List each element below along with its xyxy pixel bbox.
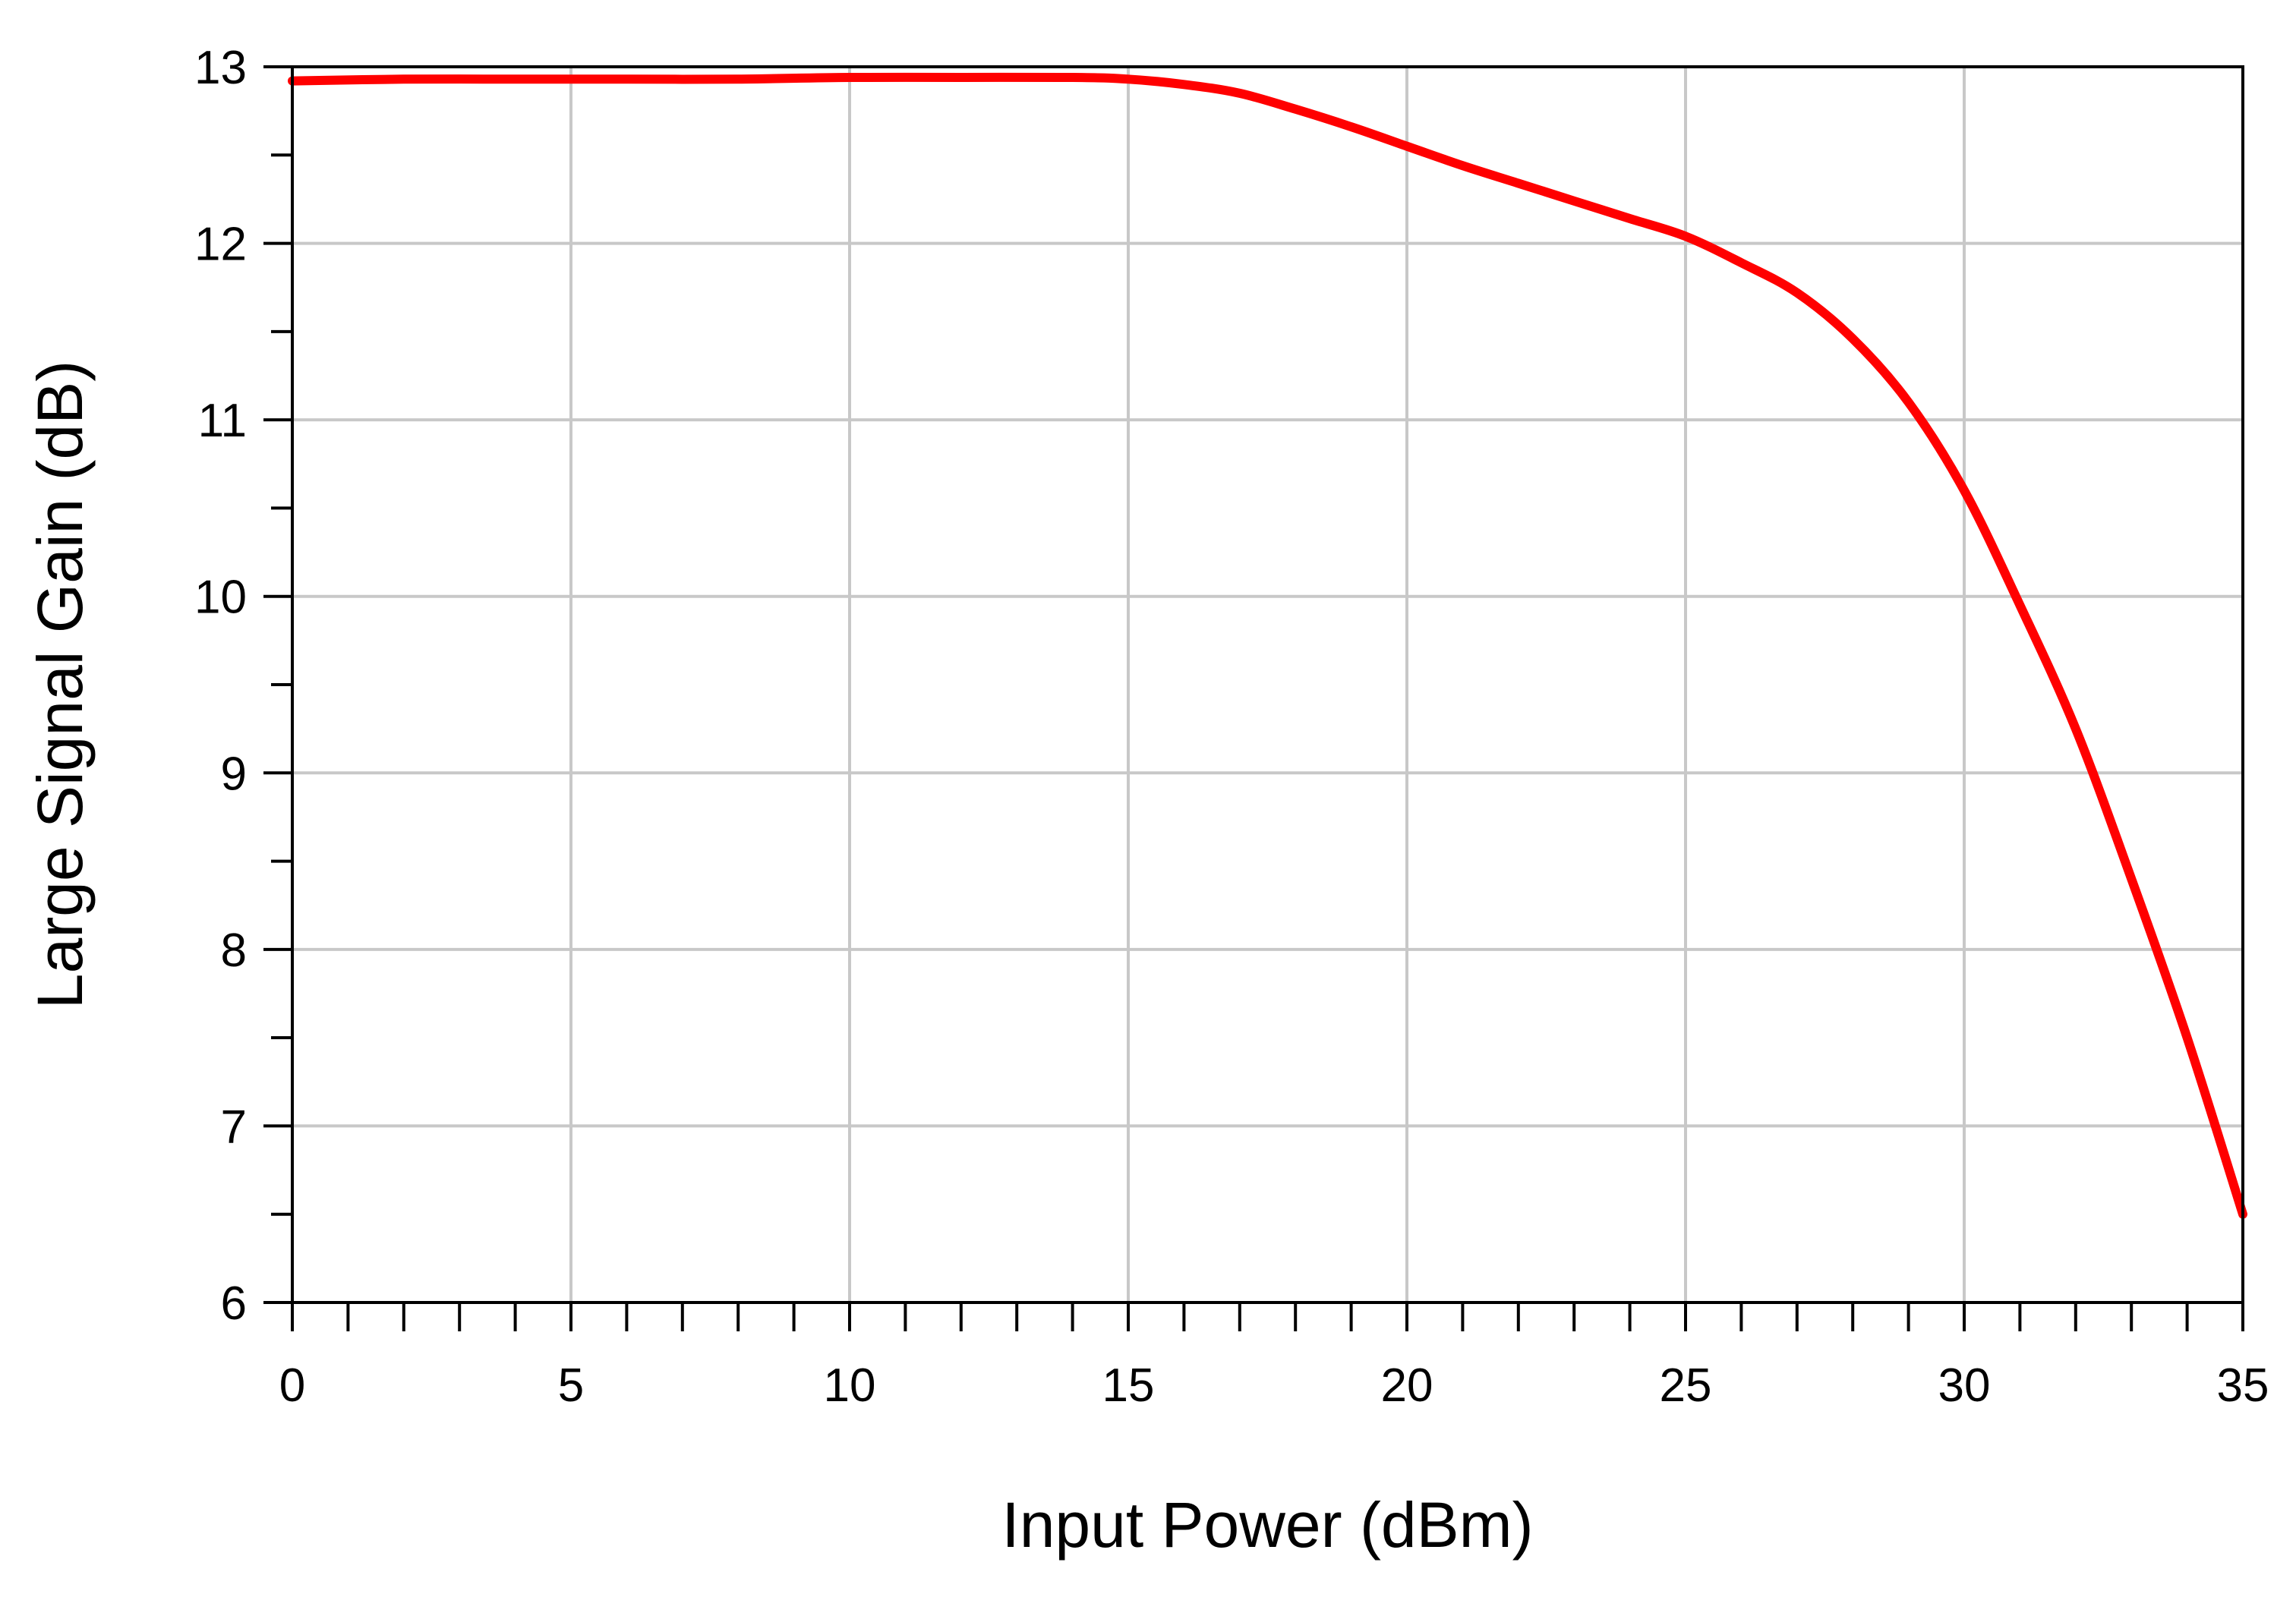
- x-tick-label: 15: [1102, 1359, 1155, 1412]
- x-tick-label: 10: [824, 1359, 876, 1412]
- x-tick-label: 0: [279, 1359, 305, 1412]
- grid: [291, 65, 2244, 1304]
- y-axis-ticks: 6 7 8 9 10 11 12 13: [194, 42, 292, 1330]
- y-tick-label: 10: [194, 572, 247, 624]
- x-tick-label: 35: [2217, 1359, 2269, 1412]
- x-axis-title: Input Power (dBm): [1001, 1489, 1533, 1561]
- y-tick-label: 9: [221, 748, 247, 800]
- plot-frame: [291, 65, 2244, 1304]
- y-tick-label: 12: [194, 219, 247, 271]
- y-tick-label: 13: [194, 42, 247, 94]
- x-tick-label: 25: [1660, 1359, 1712, 1412]
- minor-ticks: [271, 153, 2189, 1331]
- x-axis-ticks: 0 5 10 15 20 25 30 35: [279, 1302, 2269, 1412]
- x-tick-label: 20: [1381, 1359, 1433, 1412]
- x-tick-label: 30: [1938, 1359, 1991, 1412]
- y-tick-label: 11: [198, 395, 247, 447]
- y-tick-label: 7: [221, 1101, 247, 1153]
- y-axis-title: Large Signal Gain (dB): [24, 361, 96, 1009]
- series-line: [288, 72, 2247, 1219]
- x-tick-label: 5: [558, 1359, 584, 1412]
- y-tick-label: 8: [221, 924, 247, 977]
- y-tick-label: 6: [221, 1277, 247, 1330]
